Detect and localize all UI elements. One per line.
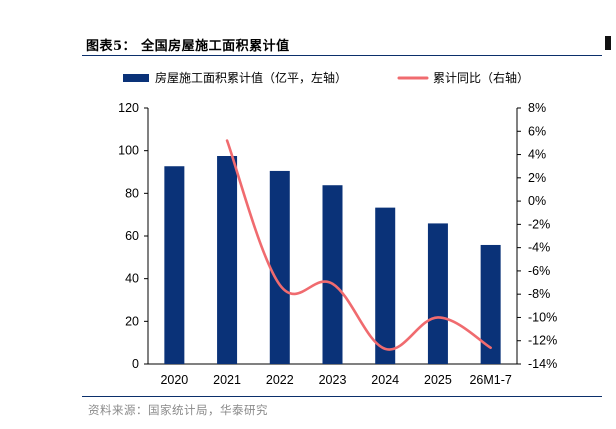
- right-tick-label: 0%: [528, 194, 546, 208]
- x-tick-label: 2022: [266, 373, 294, 387]
- left-tick-label: 120: [118, 101, 139, 115]
- right-tick-label: 2%: [528, 171, 546, 185]
- right-tick-label: -2%: [528, 217, 550, 231]
- x-tick-label: 2020: [160, 373, 188, 387]
- title-divider: [82, 55, 602, 56]
- footer-divider: [82, 396, 602, 397]
- legend-line-label: 累计同比（右轴）: [433, 70, 529, 85]
- figure-title: 图表5： 全国房屋施工面积累计值: [86, 39, 290, 54]
- right-tick-label: 6%: [528, 124, 546, 138]
- right-tick-label: 8%: [528, 101, 546, 115]
- x-axis-ticks: 2020 2021 2022 2023 2024 2025 26M1-7: [160, 373, 511, 387]
- legend: 房屋施工面积累计值（亿平，左轴） 累计同比（右轴）: [123, 70, 529, 85]
- x-tick-label: 26M1-7: [469, 373, 511, 387]
- left-tick-label: 40: [125, 272, 139, 286]
- bar: [480, 244, 501, 364]
- x-tick-label: 2021: [213, 373, 241, 387]
- left-tick-label: 60: [125, 229, 139, 243]
- bar: [375, 207, 396, 364]
- x-tick-label: 2025: [424, 373, 452, 387]
- right-tick-label: -14%: [528, 357, 557, 371]
- x-tick-label: 2023: [319, 373, 347, 387]
- axes: 0 20 40 60 80 100 120 -14% -12% -10% -8% -6% -4% -2% 0…: [118, 101, 557, 371]
- legend-bar-label: 房屋施工面积累计值（亿平，左轴）: [155, 70, 347, 85]
- right-tick-label: -6%: [528, 264, 550, 278]
- right-tick-label: -10%: [528, 310, 557, 324]
- right-tick-label: 4%: [528, 148, 546, 162]
- legend-bar-swatch: [123, 74, 149, 82]
- bar: [164, 166, 185, 364]
- left-tick-label: 0: [132, 357, 139, 371]
- x-tick-label: 2024: [371, 373, 399, 387]
- left-tick-label: 20: [125, 314, 139, 328]
- bar: [427, 223, 448, 364]
- bar: [217, 156, 238, 364]
- right-tick-label: -12%: [528, 334, 557, 348]
- bar: [322, 185, 343, 364]
- left-tick-label: 80: [125, 186, 139, 200]
- bar: [269, 170, 290, 364]
- yoy-line: [225, 139, 492, 351]
- bar-series: [164, 156, 501, 364]
- source-note: 资料来源：国家统计局，华泰研究: [88, 403, 268, 417]
- right-tick-label: -8%: [528, 287, 550, 301]
- left-tick-label: 100: [118, 144, 139, 158]
- right-tick-label: -4%: [528, 241, 550, 255]
- edge-marker: [605, 36, 611, 50]
- line-series: [225, 139, 492, 351]
